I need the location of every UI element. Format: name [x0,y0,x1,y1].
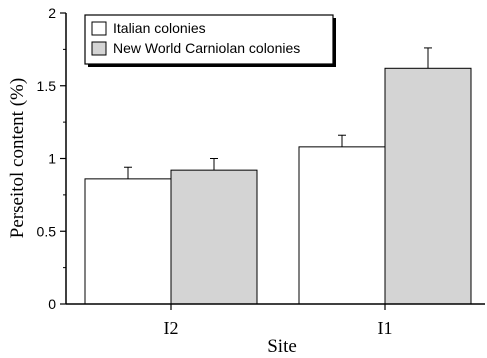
x-tick-label-i1: I1 [378,318,393,338]
x-axis-label: Site [267,336,297,357]
bar-i2-series-2 [170,169,258,305]
x-tick-label-i2: I2 [164,318,179,338]
y-tick-label-1: 0.5 [37,223,57,239]
bar-i1-series-2 [384,67,472,305]
legend-shadow-bottom [88,64,336,67]
bars-layer [84,67,472,305]
y-tick-label-3: 1.5 [37,78,57,94]
error-bars-layer [124,47,432,179]
legend-shadow-right [333,18,336,67]
x-ticks: I2 I1 [164,304,393,338]
legend-label-italian: Italian colonies [113,20,206,36]
bar-i2-series-1 [84,178,172,305]
y-ticks: 0 0.5 1 1.5 2 [37,5,66,312]
legend: Italian colonies New World Carniolan col… [84,14,336,67]
legend-swatch-carniolan [91,41,107,56]
legend-label-carniolan: New World Carniolan colonies [113,40,300,56]
legend-swatch-italian [91,21,107,36]
y-tick-label-2: 1 [48,151,56,167]
y-tick-label-4: 2 [48,5,56,21]
y-axis-label: Perseitol content (%) [7,78,28,238]
y-tick-label-0: 0 [48,296,56,312]
bar-i1-series-1 [298,146,386,305]
